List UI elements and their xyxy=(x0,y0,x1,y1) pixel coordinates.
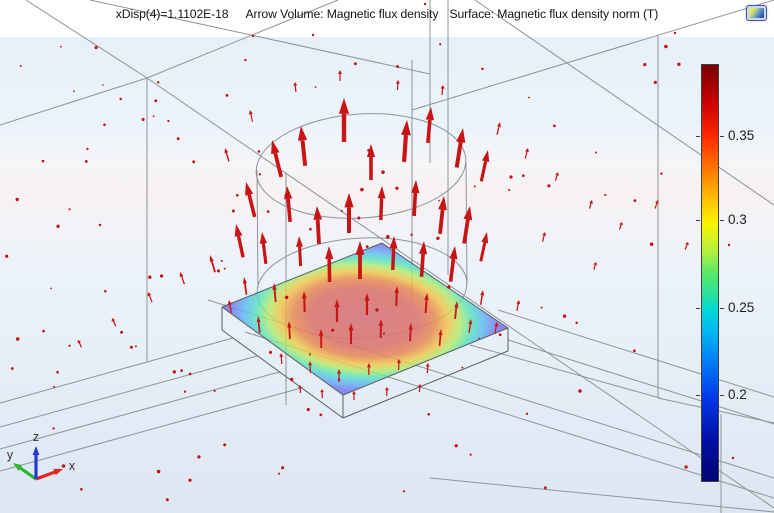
coil-top-rim xyxy=(255,113,467,219)
colorbar-tick-label: 0.35 xyxy=(728,128,755,144)
colorbar-tick-right xyxy=(720,220,724,221)
plate-edges xyxy=(221,242,509,419)
plot-title-arrow-volume: Arrow Volume: Magnetic flux density xyxy=(245,7,439,21)
colorbar-gradient xyxy=(701,64,719,482)
far-field-arrow-dots xyxy=(5,2,735,502)
colorbar-tick-right xyxy=(720,308,724,310)
colorbar-tick-left xyxy=(696,395,700,397)
plot-title-surface: Surface: Magnetic flux density norm (T) xyxy=(449,7,659,21)
plot-title-expression: xDisp(4)=1.1102E-18 xyxy=(115,7,229,21)
colorbar-legend: 0.35 0.3 0.25 0.2 xyxy=(696,64,774,482)
colorbar-tick-label: 0.3 xyxy=(728,212,747,228)
plot-window-icon-screen xyxy=(749,8,764,18)
colorbar-tick-left xyxy=(696,220,700,221)
plot-title: xDisp(4)=1.1102E-18 Arrow Volume: Magneti… xyxy=(0,7,774,21)
colorbar-tick-left xyxy=(696,308,700,310)
axis-z-label: z xyxy=(33,430,39,444)
plot-window-icon[interactable] xyxy=(746,5,767,21)
colorbar-tick-label: 0.25 xyxy=(728,300,755,316)
colorbar-tick-right xyxy=(720,395,724,397)
axis-y-label: y xyxy=(7,448,14,462)
axis-triad: x y z xyxy=(7,430,76,481)
colorbar-tick-label: 0.2 xyxy=(728,387,747,403)
arrow-volume-field xyxy=(77,70,689,400)
colorbar-tick-right xyxy=(720,135,724,137)
colorbar-tick-left xyxy=(696,135,700,137)
axis-x-label: x xyxy=(69,459,76,473)
